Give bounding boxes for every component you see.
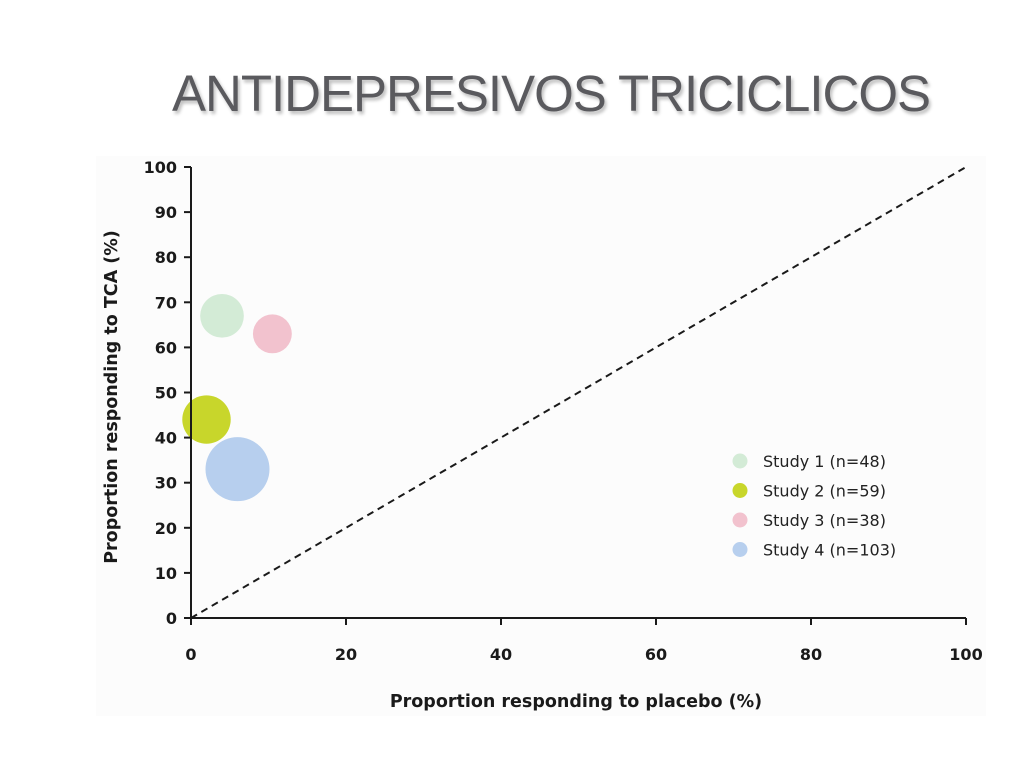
y-tick-label: 20 — [155, 519, 177, 538]
x-tick-label: 60 — [645, 645, 667, 664]
x-tick-label: 0 — [185, 645, 196, 664]
chart-background — [96, 156, 986, 716]
y-tick-label: 60 — [155, 338, 177, 357]
y-tick-label: 100 — [144, 158, 177, 177]
x-tick-label: 100 — [949, 645, 982, 664]
x-tick-label: 20 — [335, 645, 357, 664]
y-tick-label: 30 — [155, 474, 177, 493]
reference-line — [190, 166, 967, 619]
bubble-study-4 — [205, 437, 270, 502]
bubble-study-1 — [200, 293, 244, 338]
y-tick-label: 80 — [155, 248, 177, 267]
y-tick-label: 40 — [155, 429, 177, 448]
y-axis-ticks: 0 10 20 30 40 50 60 70 80 90 100 — [144, 158, 191, 628]
slide-title: ANTIDEPRESIVOS TRICICLICOS — [172, 65, 931, 122]
legend-label: Study 2 (n=59) — [763, 482, 886, 501]
x-tick-label: 40 — [490, 645, 512, 664]
legend-marker — [732, 453, 748, 469]
legend-marker — [732, 483, 748, 498]
legend-marker — [732, 542, 748, 557]
x-tick-label: 80 — [800, 645, 822, 664]
bubble-study-2 — [182, 395, 231, 444]
bubble-study-3 — [252, 314, 292, 354]
legend-marker — [732, 512, 748, 528]
y-tick-label: 10 — [155, 564, 177, 583]
y-tick-label: 0 — [166, 609, 177, 628]
data-points — [182, 293, 292, 502]
legend-label: Study 3 (n=38) — [763, 511, 886, 530]
legend: Study 1 (n=48) Study 2 (n=59) Study 3 (n=3… — [732, 452, 896, 560]
y-axis-label: Proportion responding to TCA (%) — [102, 230, 122, 564]
x-axis-ticks: 0 20 40 60 80 100 — [185, 618, 983, 664]
x-axis-label: Proportion responding to placebo (%) — [390, 692, 762, 712]
legend-label: Study 1 (n=48) — [763, 452, 886, 471]
y-tick-label: 70 — [155, 293, 177, 312]
y-tick-label: 50 — [155, 384, 177, 403]
legend-label: Study 4 (n=103) — [763, 541, 896, 560]
y-tick-label: 90 — [155, 203, 177, 222]
